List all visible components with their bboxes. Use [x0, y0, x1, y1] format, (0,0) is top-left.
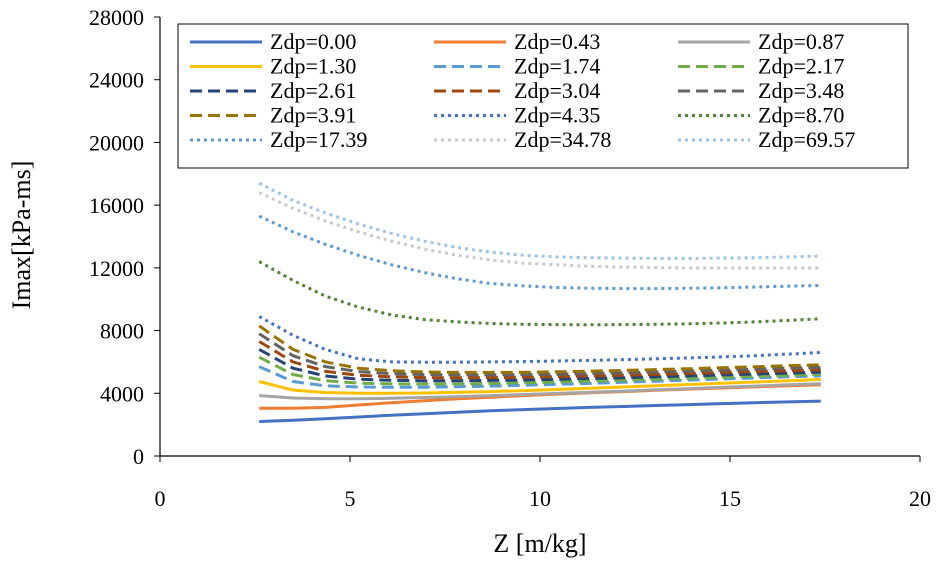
series-line-Zdp=2.17 [258, 355, 821, 386]
legend-box [177, 23, 909, 169]
legend: Zdp=0.00 Zdp=0.43 Zdp=0.87 Zdp=1.30 Zdp=1.74… [177, 23, 909, 169]
y-tick-label: 28000 [89, 5, 144, 30]
series-line-Zdp=3.91 [258, 324, 821, 374]
series-line-Zdp=17.39 [258, 214, 821, 291]
y-tick-label: 20000 [89, 130, 144, 155]
legend-entry-label: Zdp=3.04 [514, 78, 600, 103]
legend-entry-label: Zdp=4.35 [514, 103, 600, 128]
legend-entry-label: Zdp=34.78 [514, 127, 611, 152]
x-tick-label: 0 [155, 486, 166, 511]
legend-entry-label: Zdp=17.39 [270, 127, 367, 152]
series-line-Zdp=3.48 [258, 332, 821, 377]
y-tick-label: 24000 [89, 68, 144, 93]
legend-entry-label: Zdp=1.74 [514, 54, 600, 79]
legend-entry-label: Zdp=3.48 [758, 78, 844, 103]
legend-entry-label: Zdp=0.43 [514, 29, 600, 54]
x-tick-label: 5 [345, 486, 356, 511]
legend-entry-label: Zdp=2.61 [270, 78, 356, 103]
series-line-Zdp=3.04 [258, 340, 821, 380]
y-axis-title: Imax[kPa-ms] [7, 161, 36, 310]
series-line-Zdp=8.70 [258, 260, 821, 327]
series-line-Zdp=69.57 [258, 181, 821, 260]
y-tick-label: 8000 [100, 319, 144, 344]
legend-entry-label: Zdp=0.87 [758, 29, 844, 54]
legend-entry-label: Zdp=8.70 [758, 103, 844, 128]
x-tick-label: 10 [529, 486, 551, 511]
legend-entry-label: Zdp=1.30 [270, 54, 356, 79]
series-line-Zdp=4.35 [258, 315, 821, 364]
axes: 0 4000 8000 12000 16000 20000 24000 28000 0 5 10 15… [89, 5, 931, 511]
x-tick-label: 20 [909, 486, 931, 511]
y-tick-label: 0 [133, 444, 144, 469]
series-line-Zdp=0.00 [259, 399, 821, 423]
legend-entry-label: Zdp=69.57 [758, 127, 855, 152]
series-line-Zdp=0.87 [259, 382, 821, 401]
y-tick-label: 16000 [89, 193, 144, 218]
series-line-Zdp=1.30 [258, 378, 821, 395]
series-line-Zdp=34.78 [258, 191, 821, 270]
y-tick-label: 12000 [89, 256, 144, 281]
series-line-Zdp=1.74 [258, 365, 821, 389]
series-lines [258, 181, 821, 423]
series-line-Zdp=2.61 [258, 348, 821, 383]
legend-entry-label: Zdp=0.00 [270, 29, 356, 54]
y-tick-label: 4000 [100, 381, 144, 406]
x-tick-label: 15 [719, 486, 741, 511]
legend-entry-label: Zdp=2.17 [758, 54, 844, 79]
legend-entry-label: Zdp=3.91 [270, 103, 356, 128]
x-axis-title: Z [m/kg] [493, 529, 586, 558]
